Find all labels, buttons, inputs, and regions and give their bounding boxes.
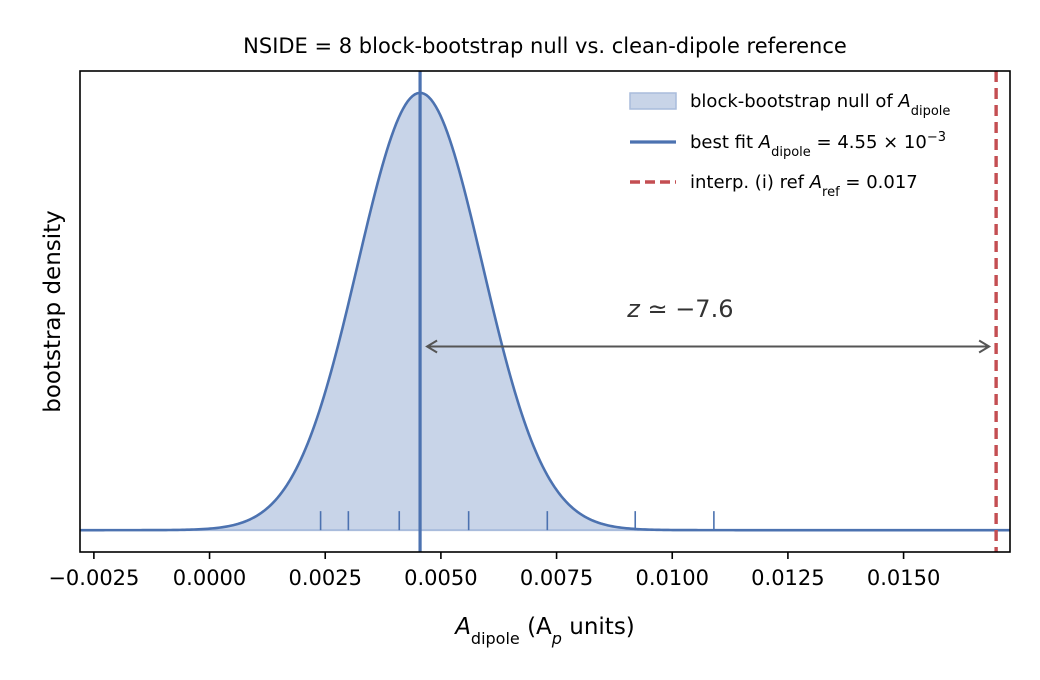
x-axis-label: Adipole (Ap units)	[453, 614, 635, 648]
x-axis-ticks: −0.0025 0.0000 0.0025 0.0050 0.0075 0.0100 0.0…	[48, 552, 940, 590]
axes-frame	[79, 70, 1011, 553]
z-arrow-head-left	[425, 339, 438, 354]
legend: block-bootstrap null of Adipole best fit…	[629, 91, 950, 200]
x-tick-label-6: 0.0125	[751, 566, 824, 590]
x-label-subscript: dipole	[471, 629, 520, 648]
x-tick-label-7: 0.0150	[867, 566, 940, 590]
chart-title: NSIDE = 8 block-bootstrap null vs. clean…	[243, 34, 847, 58]
legend-label-null: block-bootstrap null of Adipole	[690, 91, 950, 119]
x-label-symbol: A	[453, 614, 471, 640]
z-annotation-value: ≃ −7.6	[640, 295, 734, 323]
z-arrow	[425, 339, 992, 354]
legend-label-reference: interp. (i) ref Aref = 0.017	[690, 172, 918, 200]
x-label-subscript-p: p	[551, 629, 562, 648]
legend-label-best-fit: best fit Adipole = 4.55 × 10−3	[690, 130, 946, 160]
z-arrow-head-right	[978, 339, 992, 354]
z-annotation-symbol: z	[626, 295, 641, 323]
null-distribution-fill	[80, 92, 1010, 531]
x-label-text-a: (A	[520, 614, 552, 640]
plot-area: z ≃ −7.6	[80, 71, 1010, 552]
y-axis-label: bootstrap density	[40, 210, 66, 413]
x-tick-label-1: 0.0000	[173, 566, 246, 590]
x-tick-label-3: 0.0050	[404, 566, 477, 590]
x-tick-label-5: 0.0100	[635, 566, 708, 590]
x-tick-label-0: −0.0025	[48, 566, 139, 590]
x-label-text-b: units)	[562, 614, 635, 640]
x-tick-label-2: 0.0025	[288, 566, 361, 590]
rug-marks	[319, 511, 715, 531]
null-distribution-curve	[80, 91, 1010, 532]
x-tick-label-4: 0.0075	[520, 566, 593, 590]
z-annotation: z ≃ −7.6	[626, 295, 733, 323]
legend-swatch-null	[629, 92, 677, 110]
